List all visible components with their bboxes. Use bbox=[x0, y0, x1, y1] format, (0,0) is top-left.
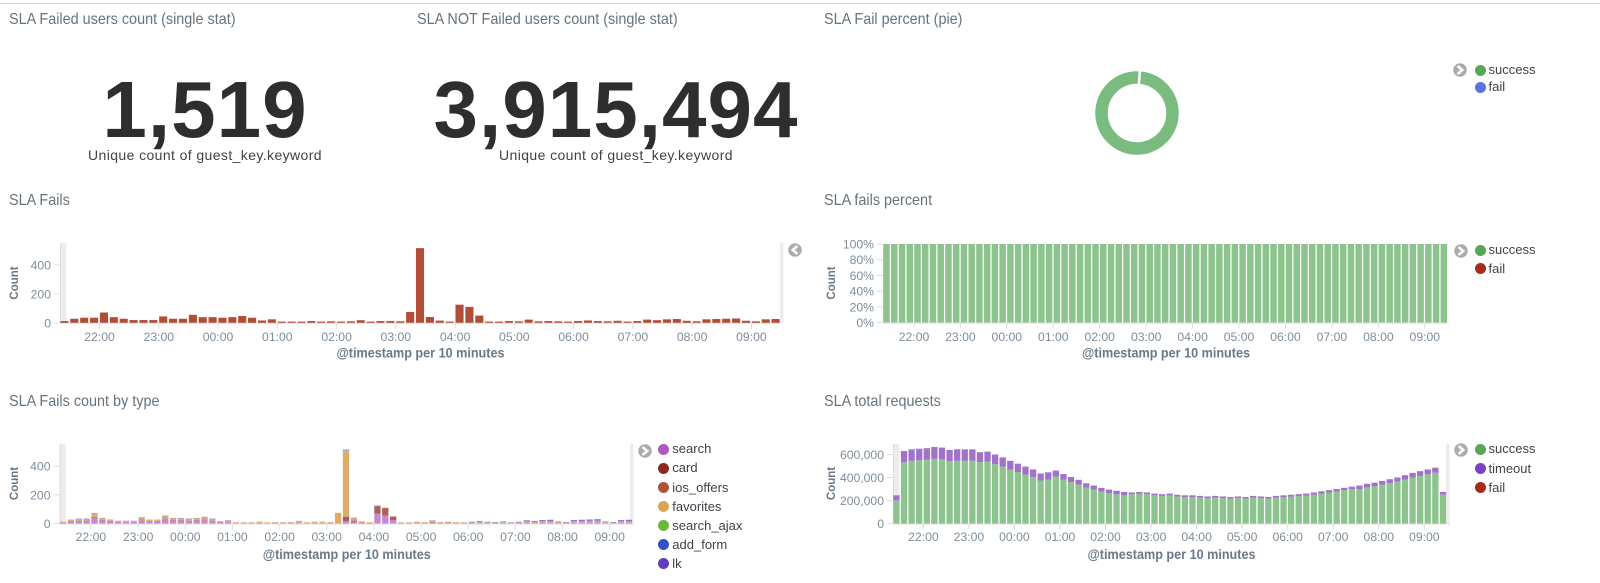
svg-text:03:00: 03:00 bbox=[381, 330, 412, 344]
svg-text:02:00: 02:00 bbox=[264, 530, 295, 544]
svg-text:02:00: 02:00 bbox=[1084, 330, 1115, 344]
svg-text:08:00: 08:00 bbox=[1363, 330, 1394, 344]
svg-text:09:00: 09:00 bbox=[594, 530, 625, 544]
svg-text:05:00: 05:00 bbox=[499, 330, 530, 344]
svg-text:08:00: 08:00 bbox=[547, 530, 578, 544]
svg-text:Count: Count bbox=[826, 467, 838, 500]
svg-text:200: 200 bbox=[30, 488, 51, 502]
svg-text:23:00: 23:00 bbox=[144, 330, 175, 344]
svg-text:07:00: 07:00 bbox=[1318, 530, 1349, 544]
svg-text:09:00: 09:00 bbox=[1409, 530, 1440, 544]
svg-text:09:00: 09:00 bbox=[736, 330, 767, 344]
svg-text:Count: Count bbox=[9, 467, 21, 500]
svg-text:08:00: 08:00 bbox=[1364, 530, 1395, 544]
svg-text:03:00: 03:00 bbox=[1136, 530, 1167, 544]
svg-text:@timestamp per 10 minutes: @timestamp per 10 minutes bbox=[263, 546, 431, 562]
svg-text:Count: Count bbox=[826, 266, 838, 299]
svg-text:06:00: 06:00 bbox=[1272, 530, 1303, 544]
svg-text:00:00: 00:00 bbox=[170, 530, 201, 544]
svg-text:0: 0 bbox=[44, 316, 51, 330]
svg-text:01:00: 01:00 bbox=[262, 330, 293, 344]
svg-text:01:00: 01:00 bbox=[1045, 530, 1076, 544]
svg-text:00:00: 00:00 bbox=[992, 330, 1023, 344]
svg-text:400: 400 bbox=[31, 258, 52, 272]
svg-text:0%: 0% bbox=[856, 316, 874, 330]
svg-text:22:00: 22:00 bbox=[84, 330, 115, 344]
svg-text:03:00: 03:00 bbox=[1131, 330, 1162, 344]
svg-text:07:00: 07:00 bbox=[500, 530, 531, 544]
svg-text:06:00: 06:00 bbox=[558, 330, 589, 344]
svg-text:@timestamp per 10 minutes: @timestamp per 10 minutes bbox=[337, 345, 505, 361]
svg-text:60%: 60% bbox=[850, 269, 875, 283]
svg-text:400: 400 bbox=[30, 460, 51, 474]
svg-text:07:00: 07:00 bbox=[1317, 330, 1348, 344]
svg-text:03:00: 03:00 bbox=[311, 530, 342, 544]
svg-text:04:00: 04:00 bbox=[359, 530, 390, 544]
svg-text:02:00: 02:00 bbox=[1090, 530, 1121, 544]
svg-text:09:00: 09:00 bbox=[1410, 330, 1441, 344]
svg-text:06:00: 06:00 bbox=[1270, 330, 1301, 344]
svg-text:04:00: 04:00 bbox=[440, 330, 471, 344]
svg-text:22:00: 22:00 bbox=[908, 530, 939, 544]
svg-text:08:00: 08:00 bbox=[677, 330, 708, 344]
svg-text:01:00: 01:00 bbox=[1038, 330, 1069, 344]
svg-text:05:00: 05:00 bbox=[1224, 330, 1255, 344]
svg-text:0: 0 bbox=[877, 517, 884, 531]
svg-text:04:00: 04:00 bbox=[1177, 330, 1208, 344]
svg-text:20%: 20% bbox=[850, 300, 875, 314]
svg-text:0: 0 bbox=[44, 517, 51, 531]
svg-text:23:00: 23:00 bbox=[954, 530, 985, 544]
svg-text:22:00: 22:00 bbox=[899, 330, 930, 344]
svg-text:06:00: 06:00 bbox=[453, 530, 484, 544]
svg-text:05:00: 05:00 bbox=[406, 530, 437, 544]
svg-text:Count: Count bbox=[9, 266, 21, 299]
svg-text:23:00: 23:00 bbox=[123, 530, 154, 544]
svg-text:01:00: 01:00 bbox=[217, 530, 248, 544]
svg-text:200,000: 200,000 bbox=[840, 494, 884, 508]
svg-text:100%: 100% bbox=[843, 238, 874, 252]
svg-text:40%: 40% bbox=[850, 285, 875, 299]
svg-text:00:00: 00:00 bbox=[203, 330, 234, 344]
svg-text:600,000: 600,000 bbox=[840, 448, 884, 462]
svg-text:200: 200 bbox=[31, 287, 52, 301]
svg-text:@timestamp per 10 minutes: @timestamp per 10 minutes bbox=[1082, 345, 1250, 361]
svg-text:23:00: 23:00 bbox=[945, 330, 976, 344]
svg-text:22:00: 22:00 bbox=[76, 530, 107, 544]
svg-text:400,000: 400,000 bbox=[840, 471, 884, 485]
svg-text:80%: 80% bbox=[850, 253, 875, 267]
svg-text:02:00: 02:00 bbox=[321, 330, 352, 344]
svg-text:00:00: 00:00 bbox=[999, 530, 1030, 544]
svg-text:04:00: 04:00 bbox=[1181, 530, 1212, 544]
svg-text:07:00: 07:00 bbox=[618, 330, 649, 344]
svg-text:@timestamp per 10 minutes: @timestamp per 10 minutes bbox=[1088, 546, 1256, 562]
svg-text:05:00: 05:00 bbox=[1227, 530, 1258, 544]
